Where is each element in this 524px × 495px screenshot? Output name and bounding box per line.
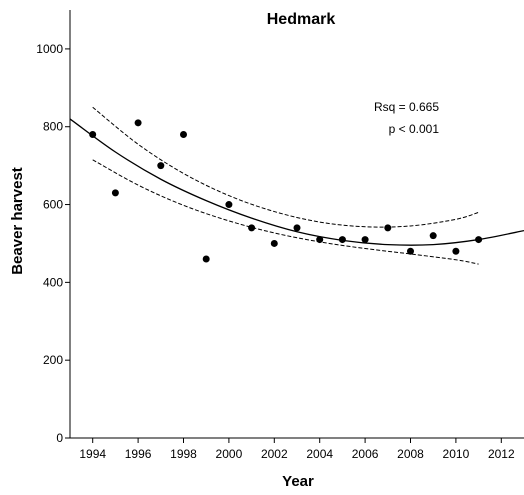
- data-point: [202, 255, 210, 263]
- data-point: [111, 189, 119, 197]
- x-tick-label: 2006: [352, 447, 379, 461]
- x-tick-label: 2002: [261, 447, 288, 461]
- x-tick-label: 2000: [216, 447, 243, 461]
- data-point: [407, 247, 414, 255]
- data-point: [248, 224, 256, 232]
- x-tick-label: 2012: [488, 447, 515, 461]
- axes: 0 200 400 600 800 1000 1994 1996 1998 2000 2002 200…: [36, 10, 524, 461]
- x-tick-label: 2010: [443, 447, 470, 461]
- y-tick-label: 800: [43, 120, 63, 134]
- data-point: [475, 236, 483, 244]
- confidence-band: [92, 106, 479, 265]
- y-tick-label: 600: [43, 198, 63, 212]
- x-tick-label: 1994: [79, 447, 106, 461]
- y-tick-label: 0: [56, 431, 63, 445]
- data-point: [316, 236, 324, 244]
- data-point: [180, 131, 187, 139]
- chart-title: Hedmark: [267, 11, 336, 28]
- y-axis-title: Beaver harvest: [9, 167, 26, 275]
- ci-upper-line: [92, 106, 479, 228]
- fit-curve-line: [69, 118, 524, 246]
- data-point: [361, 236, 369, 244]
- data-point: [384, 224, 392, 232]
- data-point: [134, 119, 142, 127]
- x-tick-label: 2004: [306, 447, 333, 461]
- data-point: [293, 224, 301, 232]
- rsq-annotation: Rsq = 0.665: [374, 100, 439, 114]
- ci-lower-line: [92, 159, 479, 265]
- p-value-annotation: p < 0.001: [389, 122, 440, 136]
- data-point: [270, 239, 278, 247]
- data-point: [338, 236, 346, 244]
- y-tick-label: 1000: [36, 42, 63, 56]
- data-point: [225, 201, 233, 209]
- data-point: [452, 247, 460, 255]
- data-point: [157, 162, 165, 170]
- x-tick-label: 1996: [125, 447, 152, 461]
- data-point: [429, 232, 437, 240]
- fit-curve: [69, 118, 524, 246]
- data-points: [89, 119, 483, 263]
- data-point: [89, 131, 97, 139]
- x-axis-title: Year: [282, 473, 314, 490]
- x-tick-label: 2008: [397, 447, 424, 461]
- y-tick-label: 400: [43, 275, 63, 289]
- x-tick-label: 1998: [170, 447, 197, 461]
- y-tick-label: 200: [43, 353, 63, 367]
